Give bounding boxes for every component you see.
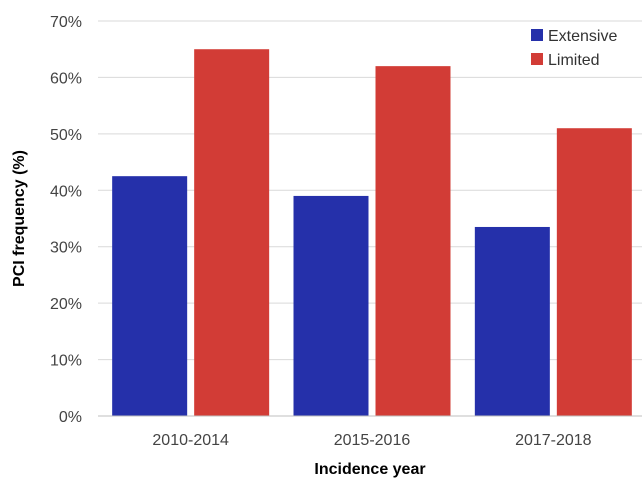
bars bbox=[112, 49, 632, 417]
y-tick-label: 30% bbox=[50, 240, 82, 257]
y-tick-label: 50% bbox=[50, 127, 82, 144]
y-tick-label: 10% bbox=[50, 353, 82, 370]
bar-extensive-2017-2018 bbox=[474, 226, 550, 416]
legend-label-limited: Limited bbox=[548, 52, 600, 69]
y-tick-label: 40% bbox=[50, 183, 82, 200]
y-tick-label: 60% bbox=[50, 70, 82, 87]
bar-extensive-2010-2014 bbox=[112, 176, 188, 416]
bar-limited-2010-2014 bbox=[194, 49, 270, 416]
legend-label-extensive: Extensive bbox=[548, 28, 617, 45]
x-tick-label: 2017-2018 bbox=[515, 432, 592, 449]
legend-swatch-limited bbox=[531, 53, 543, 65]
y-tick-label: 20% bbox=[50, 296, 82, 313]
bar-limited-2015-2016 bbox=[375, 66, 451, 417]
x-axis-ticks: 2010-2014 2015-2016 2017-2018 bbox=[152, 432, 591, 449]
bar-limited-2017-2018 bbox=[556, 128, 632, 416]
gridlines bbox=[98, 20, 642, 361]
x-tick-label: 2015-2016 bbox=[334, 432, 411, 449]
legend: Extensive Limited bbox=[531, 28, 617, 69]
x-axis-title: Incidence year bbox=[314, 461, 425, 478]
y-tick-label: 0% bbox=[59, 409, 82, 426]
legend-swatch-extensive bbox=[531, 29, 543, 41]
bar-extensive-2015-2016 bbox=[293, 195, 369, 416]
y-axis-title: PCI frequency (%) bbox=[11, 150, 28, 287]
y-axis-ticks: 0% 10% 20% 30% 40% 50% 60% 70% bbox=[50, 14, 82, 426]
y-tick-label: 70% bbox=[50, 14, 82, 31]
x-tick-label: 2010-2014 bbox=[152, 432, 229, 449]
